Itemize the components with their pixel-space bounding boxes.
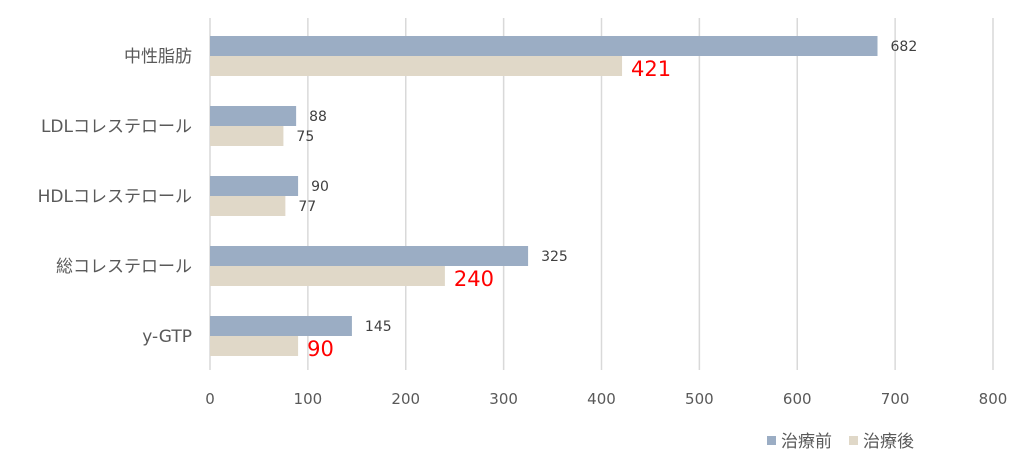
bar-before [210,176,299,196]
category-label: HDLコレステロール [38,187,192,207]
legend-label: 治療前 [781,432,832,452]
data-label: 682 [891,39,918,55]
category-label: 中性脂肪 [124,47,192,67]
category-label: LDLコレステロール [41,117,192,137]
legend-swatch [849,436,858,445]
category-label: 総コレステロール [56,257,192,277]
bar-before [210,316,352,336]
data-label: 77 [298,199,316,215]
data-label: 240 [454,267,494,291]
category-label: y-GTP [142,327,192,347]
data-label: 90 [307,337,334,361]
bar-before [210,246,529,266]
data-label: 90 [311,179,329,195]
bar-before [210,36,878,56]
x-tick-label: 0 [205,390,215,408]
x-tick-label: 600 [783,390,812,408]
x-tick-label: 300 [489,390,518,408]
x-tick-label: 500 [685,390,714,408]
bar-after [210,196,286,216]
data-label: 325 [541,249,568,265]
data-label: 88 [309,109,327,125]
x-tick-label: 800 [979,390,1008,408]
bar-after [210,336,299,356]
x-tick-label: 400 [587,390,616,408]
x-tick-label: 700 [881,390,910,408]
data-label: 145 [365,319,392,335]
bar-before [210,106,297,126]
bar-after [210,126,284,146]
data-label: 421 [631,57,671,81]
x-tick-label: 200 [391,390,420,408]
bar-after [210,56,623,76]
data-label: 75 [296,129,314,145]
legend-swatch [767,436,776,445]
x-tick-label: 100 [294,390,323,408]
legend-label: 治療後 [863,432,914,452]
bar-after [210,266,445,286]
